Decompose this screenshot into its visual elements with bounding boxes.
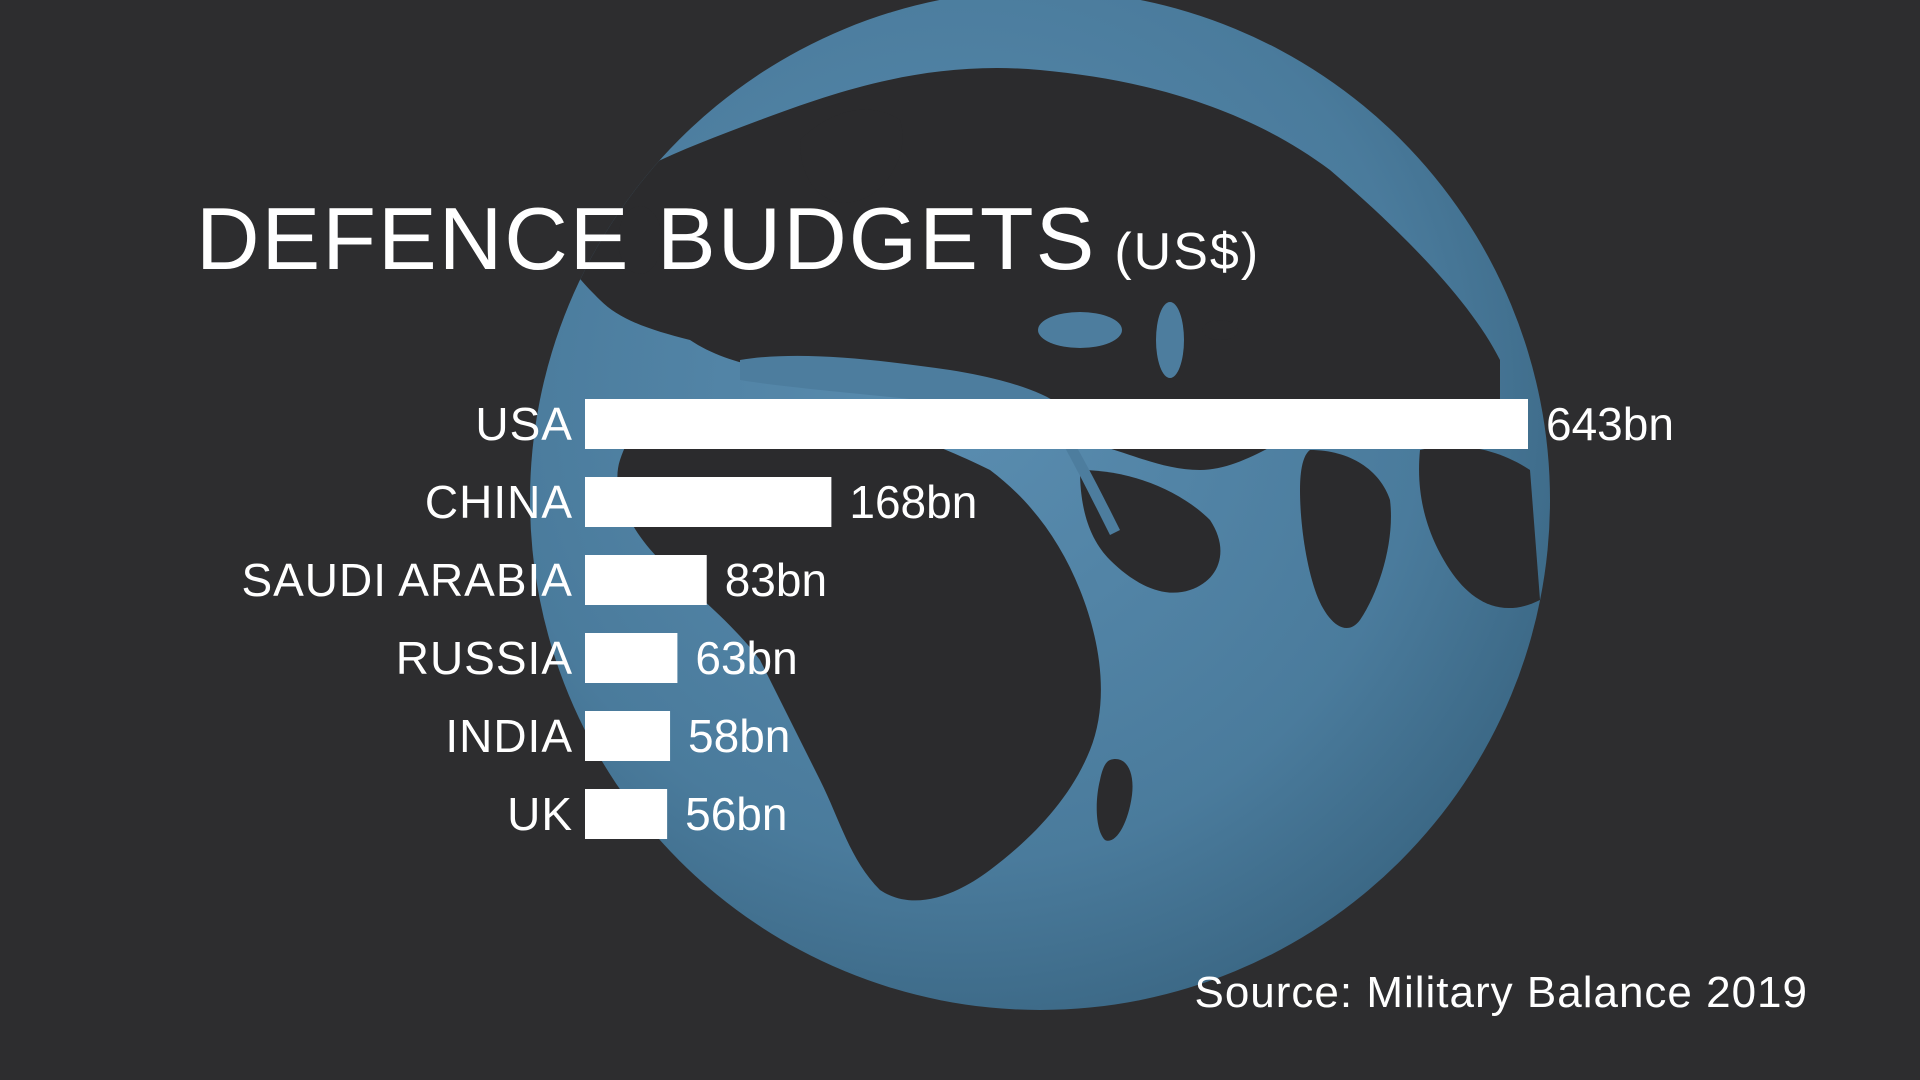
bar xyxy=(585,477,832,527)
uk-shape xyxy=(618,206,662,274)
africa-shape xyxy=(617,413,1101,901)
madagascar-shape xyxy=(1096,759,1133,841)
value-label: 56bn xyxy=(685,788,787,840)
bar xyxy=(585,555,707,605)
continents xyxy=(560,68,1540,901)
black-sea-shape xyxy=(1038,312,1122,348)
value-label: 168bn xyxy=(849,476,977,528)
category-label: USA xyxy=(475,398,573,450)
category-label: SAUDI ARABIA xyxy=(241,554,573,606)
scandinavia-shape xyxy=(800,109,903,203)
arabia-shape xyxy=(1080,470,1221,593)
caspian-sea-shape xyxy=(1156,302,1184,378)
value-label: 63bn xyxy=(695,632,797,684)
value-label: 83bn xyxy=(725,554,827,606)
mediterranean-shape xyxy=(740,355,1060,407)
india-shape xyxy=(1300,450,1391,629)
asia-east-shape xyxy=(1419,446,1540,609)
category-label: UK xyxy=(507,788,573,840)
title-text: DEFENCE BUDGETS xyxy=(196,189,1097,288)
bar xyxy=(585,633,678,683)
bar xyxy=(585,789,668,839)
bar xyxy=(585,399,1528,449)
category-label: RUSSIA xyxy=(396,632,573,684)
value-label: 58bn xyxy=(688,710,790,762)
category-label: CHINA xyxy=(425,476,573,528)
title-unit: (US$) xyxy=(1114,223,1261,281)
category-label: INDIA xyxy=(445,710,573,762)
source-note: Source: Military Balance 2019 xyxy=(1194,968,1808,1017)
value-label: 643bn xyxy=(1546,398,1674,450)
bar xyxy=(585,711,671,761)
chart-title: DEFENCE BUDGETS (US$) xyxy=(196,188,1260,290)
island-shape xyxy=(1202,320,1238,340)
